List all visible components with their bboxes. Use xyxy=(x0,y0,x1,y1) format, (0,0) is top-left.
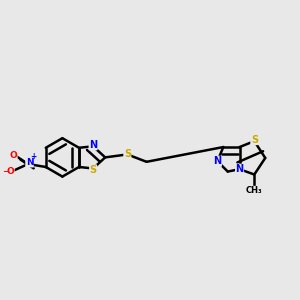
Text: −: − xyxy=(2,167,9,176)
Text: S: S xyxy=(90,165,97,175)
Text: N: N xyxy=(213,156,221,166)
Text: CH₃: CH₃ xyxy=(246,186,262,195)
Text: N: N xyxy=(26,158,33,167)
Text: S: S xyxy=(251,135,258,145)
Text: +: + xyxy=(30,152,37,161)
Text: S: S xyxy=(124,149,131,159)
Text: O: O xyxy=(9,151,17,160)
Text: N: N xyxy=(89,140,97,150)
Text: O: O xyxy=(7,167,14,176)
Text: N: N xyxy=(236,164,244,174)
